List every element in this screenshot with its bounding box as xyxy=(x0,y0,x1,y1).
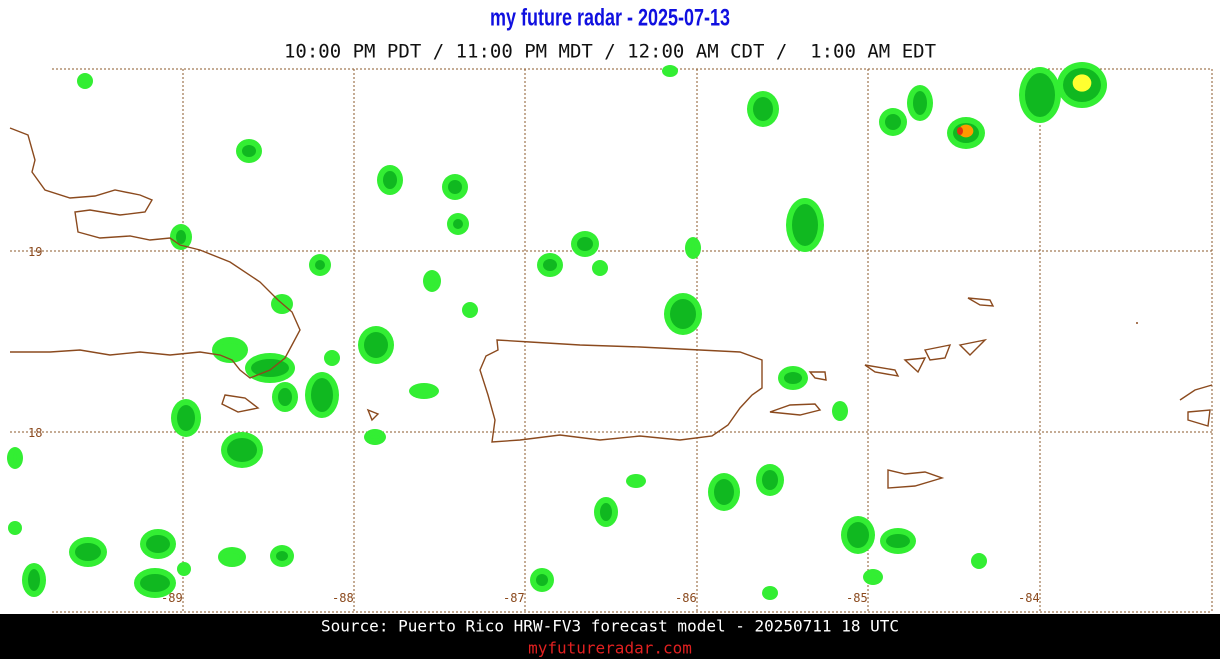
lon-label: -84 xyxy=(1018,591,1040,605)
echo-core xyxy=(753,97,773,121)
graticule-labels: 19 18 -89 -88 -87 -86 -85 -84 xyxy=(28,245,1040,605)
lon-label: -85 xyxy=(846,591,868,605)
echo-core xyxy=(1025,73,1055,117)
echo-core xyxy=(224,553,240,561)
echo-core xyxy=(242,145,256,157)
echo-core xyxy=(632,479,640,483)
echo-core xyxy=(140,574,170,592)
echo-core xyxy=(13,526,17,530)
echo-core xyxy=(315,260,325,270)
source: Source: Puerto Rico HRW-FV3 forecast mod… xyxy=(321,617,899,636)
echo-core xyxy=(330,356,334,360)
echo-core xyxy=(886,534,910,548)
echo-core xyxy=(448,180,462,194)
echo-core xyxy=(468,308,472,312)
echo-core xyxy=(714,479,734,505)
echo-core xyxy=(453,219,463,229)
echo-core xyxy=(784,372,802,384)
echo-core xyxy=(838,407,842,415)
echo-core xyxy=(177,405,195,431)
echo-core xyxy=(762,470,778,490)
echo-core xyxy=(83,79,87,83)
echo-core xyxy=(370,435,380,439)
lat-label: 19 xyxy=(28,245,42,259)
echo-heavy xyxy=(958,124,974,138)
title: my future radar - 2025-07-13 xyxy=(490,5,730,31)
echo-core xyxy=(600,503,612,521)
echo-core xyxy=(227,438,257,462)
echo-heavy xyxy=(1072,74,1092,92)
echo-core xyxy=(28,569,40,591)
echo-core xyxy=(536,574,548,586)
echo-peak xyxy=(957,127,963,135)
echo-core xyxy=(429,276,435,286)
echo-core xyxy=(577,237,593,251)
echo-core xyxy=(176,230,186,244)
site-link[interactable]: myfutureradar.com xyxy=(528,639,692,658)
echo-core xyxy=(768,591,772,595)
echo-core xyxy=(13,453,17,463)
echo-core xyxy=(278,388,292,406)
lon-label: -87 xyxy=(503,591,525,605)
echo-core xyxy=(415,389,433,393)
echo-core xyxy=(311,378,333,412)
graticule xyxy=(10,68,1213,613)
echo-core xyxy=(885,114,901,130)
echo-core xyxy=(847,522,869,548)
lat-label: 18 xyxy=(28,426,42,440)
echo-core xyxy=(869,575,877,579)
lon-label: -89 xyxy=(161,591,183,605)
echo-core xyxy=(598,266,602,270)
subtitle: 10:00 PM PDT / 11:00 PM MDT / 12:00 AM C… xyxy=(284,41,936,63)
echo-core xyxy=(668,69,672,73)
echo-core xyxy=(792,204,818,246)
echo-core xyxy=(182,567,186,571)
echo-core xyxy=(383,171,397,189)
echo-core xyxy=(276,551,288,561)
echo-core xyxy=(75,543,101,561)
coastlines xyxy=(9,127,1213,489)
lon-label: -88 xyxy=(332,591,354,605)
echo-core xyxy=(364,332,388,358)
lon-label: -86 xyxy=(675,591,697,605)
echo-core xyxy=(913,91,927,115)
echo-core xyxy=(670,299,696,329)
echo-core xyxy=(146,535,170,553)
echo-core xyxy=(543,259,557,271)
echo-core xyxy=(251,359,289,377)
footer-bar xyxy=(0,614,1220,659)
radar-echoes xyxy=(7,62,1107,600)
echo-core xyxy=(218,343,242,357)
echo-core xyxy=(977,559,981,563)
echo-core xyxy=(691,243,695,253)
